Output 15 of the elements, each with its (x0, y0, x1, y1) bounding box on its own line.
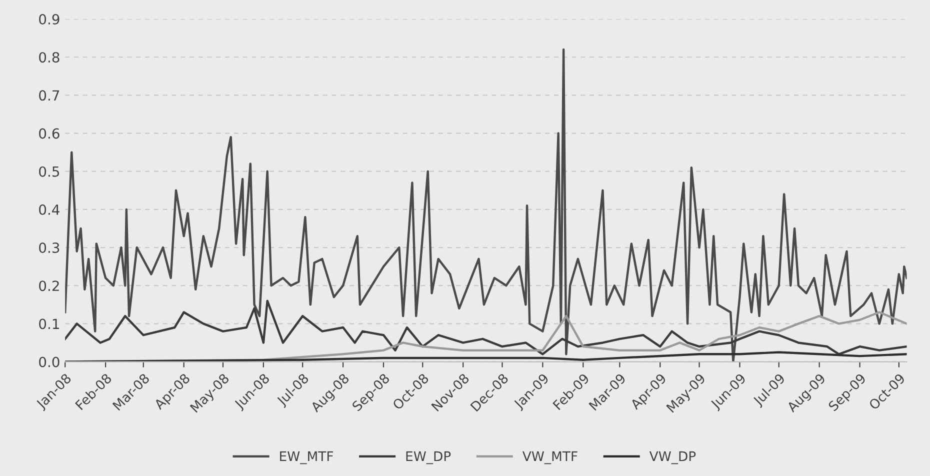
y-tick-label: 0.7 (39, 90, 60, 101)
legend-label: VW_DP (649, 451, 696, 464)
y-tick-label: 0.4 (39, 204, 60, 215)
y-tick-label: 0.1 (39, 318, 59, 330)
legend-label: EW_DP (406, 451, 451, 464)
legend-label: EW_MTF (280, 451, 334, 464)
y-tick-label: 0.0 (39, 356, 60, 368)
y-tick-label: 0.6 (39, 128, 60, 139)
line-series (65, 48, 907, 362)
y-tick-label: 0.2 (39, 280, 59, 292)
y-tick-label: 0.5 (39, 166, 60, 177)
y-tick-label: 0.9 (39, 14, 60, 25)
legend-label: VW_MTF (522, 451, 578, 464)
y-tick-label: 0.3 (39, 242, 60, 253)
y-tick-label: 0.8 (39, 52, 60, 63)
